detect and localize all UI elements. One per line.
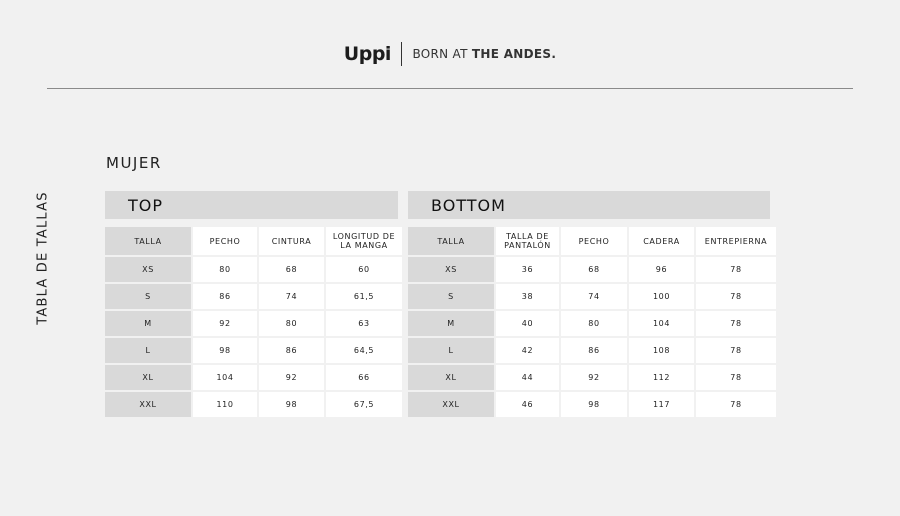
value-cell: 78: [696, 284, 776, 309]
brand-tagline: BORN AT THE ANDES.: [412, 47, 556, 61]
table-row: XL 44 92 112 78: [408, 365, 776, 390]
value-cell: 38: [496, 284, 559, 309]
value-cell: 96: [629, 257, 694, 282]
bottom-title: BOTTOM: [431, 196, 506, 215]
value-cell: 86: [561, 338, 627, 363]
section-title: MUJER: [106, 154, 162, 172]
value-cell: 68: [259, 257, 324, 282]
size-cell: XS: [408, 257, 494, 282]
table-row: S 86 74 61,5: [105, 284, 402, 309]
value-cell: 46: [496, 392, 559, 417]
column-header: ENTREPIERNA: [696, 227, 776, 255]
value-cell: 104: [629, 311, 694, 336]
value-cell: 98: [259, 392, 324, 417]
column-header: TALLA: [105, 227, 191, 255]
column-header: TALLA: [408, 227, 494, 255]
value-cell: 104: [193, 365, 257, 390]
header-row: TALLA PECHO CINTURA LONGITUD DE LA MANGA: [105, 227, 402, 255]
size-cell: S: [408, 284, 494, 309]
value-cell: 80: [259, 311, 324, 336]
value-cell: 117: [629, 392, 694, 417]
value-cell: 80: [561, 311, 627, 336]
value-cell: 98: [561, 392, 627, 417]
tagline-bold: THE ANDES.: [471, 47, 557, 61]
table-row: XS 36 68 96 78: [408, 257, 776, 282]
value-cell: 63: [326, 311, 402, 336]
size-cell: XS: [105, 257, 191, 282]
value-cell: 108: [629, 338, 694, 363]
value-cell: 44: [496, 365, 559, 390]
size-cell: XL: [105, 365, 191, 390]
column-header: CINTURA: [259, 227, 324, 255]
table-row: XXL 46 98 117 78: [408, 392, 776, 417]
value-cell: 100: [629, 284, 694, 309]
size-cell: S: [105, 284, 191, 309]
top-title: TOP: [128, 196, 164, 215]
divider: [400, 42, 403, 66]
column-header: LONGITUD DE LA MANGA: [326, 227, 402, 255]
table-row: M 92 80 63: [105, 311, 402, 336]
bottom-header-bar: BOTTOM: [408, 191, 770, 219]
value-cell: 78: [696, 257, 776, 282]
value-cell: 42: [496, 338, 559, 363]
size-cell: L: [408, 338, 494, 363]
value-cell: 86: [259, 338, 324, 363]
value-cell: 78: [696, 338, 776, 363]
table-row: S 38 74 100 78: [408, 284, 776, 309]
size-cell: XXL: [408, 392, 494, 417]
brand-header: Uppi BORN AT THE ANDES.: [0, 42, 900, 66]
value-cell: 110: [193, 392, 257, 417]
top-header-bar: TOP: [105, 191, 398, 219]
value-cell: 67,5: [326, 392, 402, 417]
table-row: XS 80 68 60: [105, 257, 402, 282]
size-cell: L: [105, 338, 191, 363]
column-header: TALLA DE PANTALÓN: [496, 227, 559, 255]
value-cell: 74: [561, 284, 627, 309]
size-cell: M: [105, 311, 191, 336]
value-cell: 80: [193, 257, 257, 282]
value-cell: 78: [696, 311, 776, 336]
table-row: XXL 110 98 67,5: [105, 392, 402, 417]
column-header: CADERA: [629, 227, 694, 255]
tagline-light: BORN AT: [412, 47, 468, 61]
value-cell: 36: [496, 257, 559, 282]
size-cell: XXL: [105, 392, 191, 417]
top-size-table: TALLA PECHO CINTURA LONGITUD DE LA MANGA XS 8…: [103, 225, 404, 419]
value-cell: 64,5: [326, 338, 402, 363]
value-cell: 78: [696, 392, 776, 417]
value-cell: 66: [326, 365, 402, 390]
value-cell: 112: [629, 365, 694, 390]
size-cell: XL: [408, 365, 494, 390]
value-cell: 92: [259, 365, 324, 390]
value-cell: 98: [193, 338, 257, 363]
table-row: M 40 80 104 78: [408, 311, 776, 336]
value-cell: 78: [696, 365, 776, 390]
size-cell: M: [408, 311, 494, 336]
value-cell: 74: [259, 284, 324, 309]
value-cell: 92: [561, 365, 627, 390]
side-title: TABLA DE TALLAS: [35, 191, 51, 325]
table-row: L 98 86 64,5: [105, 338, 402, 363]
header-row: TALLA TALLA DE PANTALÓN PECHO CADERA ENTREPI…: [408, 227, 776, 255]
value-cell: 92: [193, 311, 257, 336]
bottom-size-table: TALLA TALLA DE PANTALÓN PECHO CADERA ENTREPI…: [406, 225, 778, 419]
value-cell: 61,5: [326, 284, 402, 309]
value-cell: 86: [193, 284, 257, 309]
table-row: L 42 86 108 78: [408, 338, 776, 363]
value-cell: 40: [496, 311, 559, 336]
value-cell: 68: [561, 257, 627, 282]
table-row: XL 104 92 66: [105, 365, 402, 390]
value-cell: 60: [326, 257, 402, 282]
header-rule: [47, 88, 853, 89]
column-header: PECHO: [193, 227, 257, 255]
brand-logo: Uppi: [343, 43, 392, 65]
column-header: PECHO: [561, 227, 627, 255]
